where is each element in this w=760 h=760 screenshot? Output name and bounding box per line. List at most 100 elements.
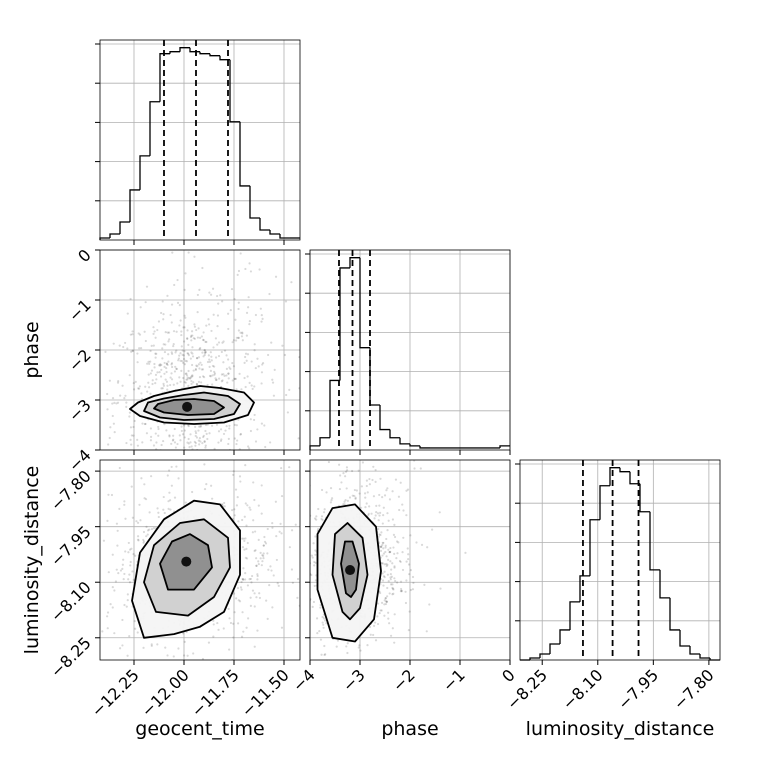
scatter-geocent-time-vs-phase-sample-point — [186, 329, 189, 332]
ytick-label-phase: −3 — [65, 395, 95, 425]
scatter-geocent-time-vs-luminosity-distance-sample-point — [186, 654, 189, 657]
scatter-geocent-time-vs-phase-sample-point — [109, 426, 112, 429]
scatter-geocent-time-vs-phase-sample-point — [198, 376, 202, 379]
ytick-label-phase: −1 — [65, 295, 95, 325]
scatter-geocent-time-vs-phase-sample-point — [202, 331, 205, 334]
scatter-phase-vs-luminosity-distance-sample-point — [381, 496, 384, 499]
scatter-phase-vs-luminosity-distance-sample-point — [368, 483, 371, 486]
scatter-phase-vs-luminosity-distance-sample-point — [415, 541, 418, 544]
scatter-geocent-time-vs-phase-sample-point — [183, 314, 186, 317]
scatter-phase-vs-luminosity-distance-sample-point — [360, 506, 363, 509]
scatter-geocent-time-vs-luminosity-distance-sample-point — [271, 606, 274, 609]
scatter-phase-vs-luminosity-distance-sample-point — [389, 634, 393, 637]
scatter-phase-vs-luminosity-distance-sample-point — [389, 560, 392, 563]
scatter-geocent-time-vs-luminosity-distance-sample-point — [272, 574, 275, 577]
scatter-geocent-time-vs-phase-sample-point — [195, 356, 199, 360]
scatter-geocent-time-vs-phase-sample-point — [248, 456, 250, 458]
scatter-geocent-time-vs-phase-sample-point — [190, 445, 193, 448]
scatter-geocent-time-vs-phase-sample-point — [198, 437, 201, 440]
scatter-phase-vs-luminosity-distance-sample-point — [386, 529, 389, 532]
scatter-phase-vs-luminosity-distance-sample-point — [292, 608, 294, 610]
scatter-phase-vs-luminosity-distance-sample-point — [393, 535, 397, 539]
scatter-phase-vs-luminosity-distance-sample-point — [388, 550, 391, 554]
scatter-phase-vs-luminosity-distance-sample-point — [385, 489, 388, 492]
scatter-phase-vs-luminosity-distance-sample-point — [413, 467, 416, 470]
scatter-geocent-time-vs-phase-sample-point — [170, 362, 174, 365]
scatter-geocent-time-vs-phase-sample-point — [190, 475, 192, 477]
scatter-geocent-time-vs-phase-sample-point — [200, 368, 203, 371]
scatter-phase-vs-luminosity-distance-sample-point — [379, 545, 382, 549]
scatter-geocent-time-vs-phase-sample-point — [199, 440, 202, 443]
scatter-geocent-time-vs-luminosity-distance-sample-point — [164, 646, 167, 649]
scatter-phase-vs-luminosity-distance-sample-point — [300, 540, 302, 542]
scatter-geocent-time-vs-luminosity-distance-sample-point — [142, 530, 146, 534]
scatter-phase-vs-luminosity-distance-sample-point — [405, 560, 408, 563]
scatter-geocent-time-vs-phase-sample-point — [191, 355, 195, 358]
scatter-geocent-time-vs-luminosity-distance-sample-point — [101, 630, 104, 633]
scatter-geocent-time-vs-phase-sample-point — [225, 354, 228, 357]
scatter-geocent-time-vs-phase-sample-point — [180, 333, 183, 337]
hist-phase-bin — [349, 257, 360, 268]
scatter-geocent-time-vs-phase-sample-point — [204, 351, 207, 354]
scatter-geocent-time-vs-luminosity-distance-sample-point — [172, 655, 175, 658]
scatter-geocent-time-vs-phase-sample-point — [189, 441, 192, 444]
scatter-geocent-time-vs-phase-sample-point — [138, 347, 141, 350]
scatter-geocent-time-vs-luminosity-distance-sample-point — [246, 541, 249, 545]
scatter-phase-vs-luminosity-distance-sample-point — [383, 599, 386, 602]
scatter-geocent-time-vs-phase-sample-point — [218, 481, 220, 483]
scatter-phase-vs-luminosity-distance-sample-point — [387, 611, 390, 614]
scatter-geocent-time-vs-phase-sample-point — [219, 428, 223, 431]
scatter-geocent-time-vs-phase-sample-point — [129, 297, 132, 301]
scatter-geocent-time-vs-phase-sample-point — [288, 388, 291, 391]
scatter-phase-vs-luminosity-distance-sample-point — [389, 576, 392, 579]
scatter-geocent-time-vs-phase-sample-point — [138, 385, 141, 388]
scatter-geocent-time-vs-phase-sample-point — [181, 349, 184, 352]
scatter-geocent-time-vs-luminosity-distance-sample-point — [167, 469, 171, 472]
scatter-geocent-time-vs-luminosity-distance-sample-point — [244, 464, 247, 467]
scatter-geocent-time-vs-luminosity-distance-sample-point — [268, 584, 271, 587]
scatter-geocent-time-vs-phase-sample-point — [194, 425, 197, 428]
scatter-geocent-time-vs-luminosity-distance-sample-point — [128, 581, 132, 584]
scatter-geocent-time-vs-phase-sample-point — [216, 325, 219, 328]
hist-geocent-time-bin — [119, 221, 130, 234]
scatter-phase-vs-luminosity-distance-sample-point — [384, 602, 388, 606]
scatter-geocent-time-vs-luminosity-distance-sample-point — [247, 617, 250, 620]
scatter-phase-vs-luminosity-distance-sample-point — [374, 468, 377, 472]
scatter-phase-vs-luminosity-distance-density-peak — [345, 565, 356, 576]
scatter-geocent-time-vs-luminosity-distance-frame — [99, 459, 301, 661]
scatter-geocent-time-vs-luminosity-distance-sample-point — [110, 493, 114, 497]
scatter-phase-vs-luminosity-distance-sample-point — [376, 615, 379, 618]
scatter-geocent-time-vs-luminosity-distance-sample-point — [244, 572, 247, 575]
scatter-geocent-time-vs-luminosity-distance-sample-point — [249, 596, 252, 599]
scatter-geocent-time-vs-phase-sample-point — [125, 441, 128, 445]
scatter-geocent-time-vs-phase-sample-point — [144, 301, 147, 304]
scatter-geocent-time-vs-phase-sample-point — [204, 444, 207, 447]
scatter-geocent-time-vs-phase-sample-point — [190, 363, 194, 367]
scatter-geocent-time-vs-phase-sample-point — [136, 361, 139, 364]
scatter-geocent-time-vs-phase-sample-point — [147, 373, 150, 376]
scatter-geocent-time-vs-phase-sample-point — [149, 349, 152, 353]
scatter-phase-vs-luminosity-distance-sample-point — [400, 590, 403, 593]
scatter-geocent-time-vs-phase-sample-point — [152, 344, 155, 347]
scatter-geocent-time-vs-luminosity-distance-sample-point — [148, 528, 151, 531]
scatter-geocent-time-vs-phase-sample-point — [143, 330, 146, 333]
scatter-geocent-time-vs-phase-sample-point — [241, 331, 244, 334]
scatter-geocent-time-vs-phase-sample-point — [234, 318, 237, 321]
scatter-phase-vs-luminosity-distance-sample-point — [370, 512, 373, 515]
scatter-geocent-time-vs-phase-sample-point — [217, 430, 221, 433]
scatter-geocent-time-vs-luminosity-distance-sample-point — [173, 496, 177, 499]
scatter-geocent-time-vs-luminosity-distance-sample-point — [212, 635, 215, 638]
scatter-geocent-time-vs-phase-sample-point — [181, 353, 184, 356]
scatter-geocent-time-vs-phase-sample-point — [200, 381, 203, 384]
scatter-geocent-time-vs-phase-sample-point — [214, 337, 218, 340]
hist-geocent-time-frame — [99, 39, 301, 241]
scatter-geocent-time-vs-phase-sample-point — [105, 513, 107, 515]
scatter-geocent-time-vs-phase-sample-point — [231, 341, 234, 344]
scatter-phase-vs-luminosity-distance-sample-point — [375, 504, 378, 507]
scatter-geocent-time-vs-luminosity-distance-sample-point — [211, 497, 214, 500]
scatter-phase-vs-luminosity-distance-sample-point — [310, 573, 313, 577]
scatter-geocent-time-vs-luminosity-distance-sample-point — [52, 488, 54, 490]
hist-geocent-time-bin — [129, 189, 140, 222]
scatter-phase-vs-luminosity-distance-sample-point — [376, 512, 380, 515]
scatter-phase-vs-luminosity-distance-sample-point — [320, 515, 324, 518]
